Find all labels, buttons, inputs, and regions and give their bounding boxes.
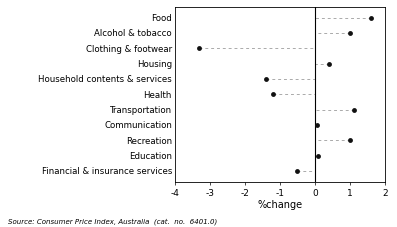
X-axis label: %change: %change <box>257 200 303 210</box>
Text: Source: Consumer Price Index, Australia  (cat.  no.  6401.0): Source: Consumer Price Index, Australia … <box>8 218 217 225</box>
